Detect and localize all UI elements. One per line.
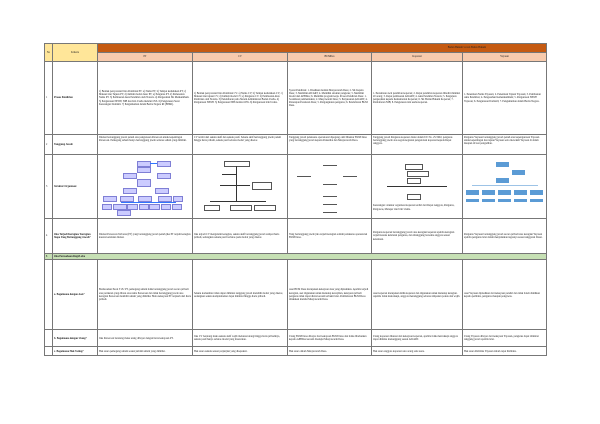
cell: Direksi Perseroan Terbatas (PT) yang ber… [97,218,193,254]
row-no: 2 [44,134,53,155]
org-note: Keterangan: struktur organisasi koperasi… [373,204,455,211]
header-koperasi: Koperasi [371,52,463,62]
cell: Aset BUM Desa merupakan kekayaan desa ya… [287,259,372,331]
table-row: 3 Struktur Organisasi Keterangan: strukt… [44,154,548,219]
cell: Utang BUM Desa dibayar dari kekayaan BUM… [287,329,372,348]
header-pt: PT [97,52,193,62]
cell: Tanggung jawab pelaksana operasional dip… [287,134,372,155]
row-no: 1 [44,61,53,135]
table-title: Badan Hukum vs non Badan Hukum [96,43,548,53]
row-criteria: b. Bagaimana dengan Utang? [52,329,98,348]
cell: Pengurus koperasi bertanggung jawab atas… [371,218,463,254]
table-row: c. Bagaimana Hak Voting? Hak suara pemeg… [44,346,548,357]
row-criteria: Proses Pendirian [52,61,98,135]
cell: Direksi bertanggung jawab penuh atas pen… [97,134,193,155]
cell: 1) Bentuk persyaratan Data Pendirian PT:… [97,61,193,135]
empty-cell [44,329,53,348]
cell: Utang Yayasan dibayar dari kekayaan Yaya… [461,329,548,348]
table-row: 1 Proses Pendirian 1) Bentuk persyaratan… [44,61,548,135]
cell: Tanggung jawab Pengurus koperasi diatur … [371,134,463,155]
section-label: Jika Perusahaan Rugi/Laba [51,252,548,261]
spreadsheet: No Kriteria Badan Hukum vs non Badan Huk… [44,43,548,357]
table-row: 4 Jika Terjadi Kerugian/ Kerugian Siapa … [44,218,548,254]
cell: Pengurus Yayasan bertanggung jawab secar… [461,218,548,254]
empty-cell [44,346,53,357]
row-criteria: c. Bagaimana Hak Voting? [52,346,98,357]
cell: Syarat Pendirian: 1. Disahkan melalui Mu… [287,61,372,135]
org-chart-cv [192,154,288,219]
cell: Aset Yayasan dipisahkan dari kekayaan pe… [461,259,548,331]
org-chart-koperasi: Keterangan: struktur organisasi koperasi… [371,154,463,219]
header-bumdes: BUMDes [287,52,372,62]
org-chart-pt [97,154,193,219]
header-cv: CV [192,52,288,62]
org-chart-bumdes [287,154,372,219]
cell: Jika terjadi CV mengalami kerugian, seku… [192,218,288,254]
row-criteria: a. Bagaimana dengan Aset? [52,259,98,331]
org-chart-yayasan [461,154,548,219]
cell: 1) Bentuk persyaratan Data Pendirian CV:… [192,61,288,135]
cell: Hak suara anggota koperasi satu orang sa… [371,346,463,357]
row-criteria: Tanggung Jawab [52,134,98,155]
cell: Jika CV berutang maka sekutu aktif wajib… [192,329,288,348]
cell: Berdasarkan Pasal 3 UU PT, pemegang saha… [97,259,193,331]
header-yayasan: Yayasan [461,52,548,62]
header-criteria: Kriteria [52,43,98,62]
cell: Sekutu komanditer tidak dapat dimintai t… [192,259,288,331]
empty-cell [44,259,53,331]
cell: Aset koperasi merupakan milik koperasi d… [371,259,463,331]
cell: 1. Penentuan Nama Yayasan; 2. Penentuan … [461,61,548,135]
row-no: 3 [44,154,53,219]
row-criteria: Struktur Organisasi [52,154,98,219]
row-criteria: Jika Terjadi Kerugian/ Kerugian Siapa Ya… [52,218,98,254]
cell: Jika Perseroan berutang maka utang dibay… [97,329,193,348]
cell: Hak suara sekutu sesuai perjanjian yang … [192,346,288,357]
header-no: No [44,43,53,62]
row-no: 4 [44,218,53,254]
cell: 1. Pertemuan awal pendirian koperasi; 2.… [371,61,463,135]
cell: CV terdiri dari sekutu aktif dan sekutu … [192,134,288,155]
cell: Hak suara Pembina Yayasan dalam rapat Pe… [461,346,548,357]
comparison-table: No Kriteria Badan Hukum vs non Badan Huk… [44,43,548,357]
cell: Hak suara pemegang saham sesuai jumlah s… [97,346,193,357]
cell: Pengurus Yayasan bertanggung jawab penuh… [461,134,548,155]
section-row: 5 Jika Perusahaan Rugi/Laba [44,252,548,261]
table-row: 2 Tanggung Jawab Direksi bertanggung jaw… [44,134,548,155]
cell: Hak suara dalam Musyawarah Desa. [287,346,372,357]
table-row: a. Bagaimana dengan Aset? Berdasarkan Pa… [44,259,548,331]
cell: Utang koperasi dilunasi dari kekayaan ko… [371,329,463,348]
table-row: b. Bagaimana dengan Utang? Jika Perseroa… [44,329,548,348]
cell: Yang bertanggung jawab jika terjadi keru… [287,218,372,254]
